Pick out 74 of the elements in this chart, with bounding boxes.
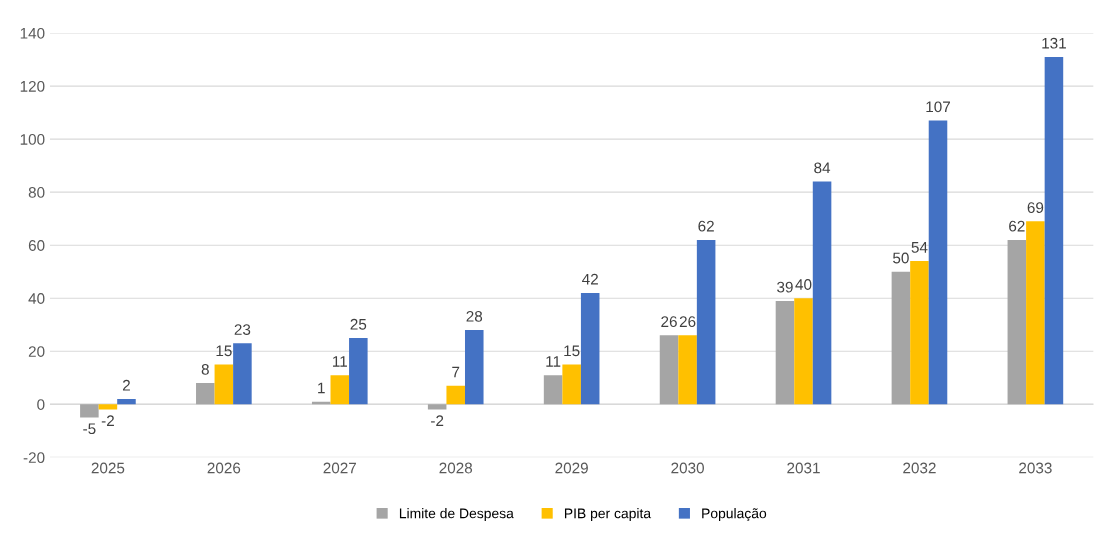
bar	[464, 330, 484, 405]
data-label: 40	[795, 279, 812, 290]
data-label: -2	[101, 415, 114, 426]
data-label: 15	[216, 345, 232, 357]
y-tick-label: 140	[20, 27, 45, 39]
data-label: 7	[452, 366, 460, 378]
data-label: 26	[661, 316, 677, 328]
data-label: -2	[431, 415, 444, 426]
data-label: 84	[814, 162, 831, 174]
y-tick-label: 120	[20, 80, 45, 92]
bar	[1044, 56, 1064, 405]
y-tick-label: -20	[23, 452, 45, 464]
data-label: 62	[1009, 220, 1025, 232]
y-tick-label: 0	[37, 399, 45, 410]
bar	[543, 375, 563, 405]
data-label: 1	[318, 382, 325, 394]
x-tick-label: 2029	[555, 462, 588, 474]
data-label: 39	[777, 281, 793, 293]
x-tick-label: 2027	[323, 462, 357, 474]
y-tick-label: 80	[28, 187, 45, 198]
data-label: 2	[122, 379, 130, 391]
bar	[196, 383, 215, 405]
data-label: 131	[1042, 37, 1066, 49]
legend-label: PIB per capita	[564, 508, 652, 522]
data-label: 26	[679, 316, 696, 328]
bar	[794, 298, 813, 405]
data-label: 25	[350, 318, 367, 330]
bar	[775, 300, 795, 405]
x-tick-label: 2030	[671, 462, 704, 474]
data-label: 28	[466, 310, 483, 322]
bar	[891, 271, 911, 405]
bar	[580, 292, 600, 405]
data-label: 23	[234, 324, 251, 335]
bar	[427, 404, 447, 410]
bar	[214, 364, 234, 405]
y-tick-label: 20	[28, 346, 45, 357]
x-tick-label: 2028	[439, 462, 473, 474]
bar	[659, 335, 679, 405]
bar	[1007, 239, 1027, 405]
bar	[812, 181, 832, 405]
bar	[678, 335, 697, 405]
data-label: 54	[911, 242, 928, 253]
bar	[562, 364, 581, 405]
bar	[330, 375, 350, 405]
bar	[349, 338, 368, 405]
data-label: 11	[546, 356, 561, 367]
y-tick-label: 40	[28, 293, 45, 304]
bar	[910, 261, 929, 405]
x-tick-label: 2031	[787, 462, 820, 474]
legend-label: Limite de Despesa	[399, 508, 514, 522]
data-label: 69	[1027, 202, 1044, 214]
bar	[117, 398, 136, 405]
data-label: 42	[582, 273, 598, 285]
data-label: 50	[893, 252, 909, 264]
data-label: 15	[564, 345, 580, 357]
bar	[80, 404, 99, 418]
bar	[233, 343, 252, 405]
data-label: 107	[926, 101, 950, 113]
data-label: 62	[698, 220, 714, 232]
data-label: 8	[201, 363, 209, 375]
x-tick-label: 2033	[1019, 462, 1052, 474]
y-tick-label: 100	[20, 134, 45, 145]
bar	[696, 239, 716, 405]
bar	[928, 120, 948, 405]
x-tick-label: 2032	[903, 462, 936, 474]
data-label: 11	[333, 356, 347, 367]
x-tick-label: 2026	[207, 462, 241, 474]
bar	[98, 404, 118, 410]
data-label: -5	[83, 423, 96, 435]
y-tick-label: 60	[28, 240, 45, 251]
bar	[1026, 221, 1045, 405]
x-tick-label: 2025	[91, 462, 125, 474]
legend-label: População	[702, 508, 767, 522]
bar	[446, 385, 465, 405]
